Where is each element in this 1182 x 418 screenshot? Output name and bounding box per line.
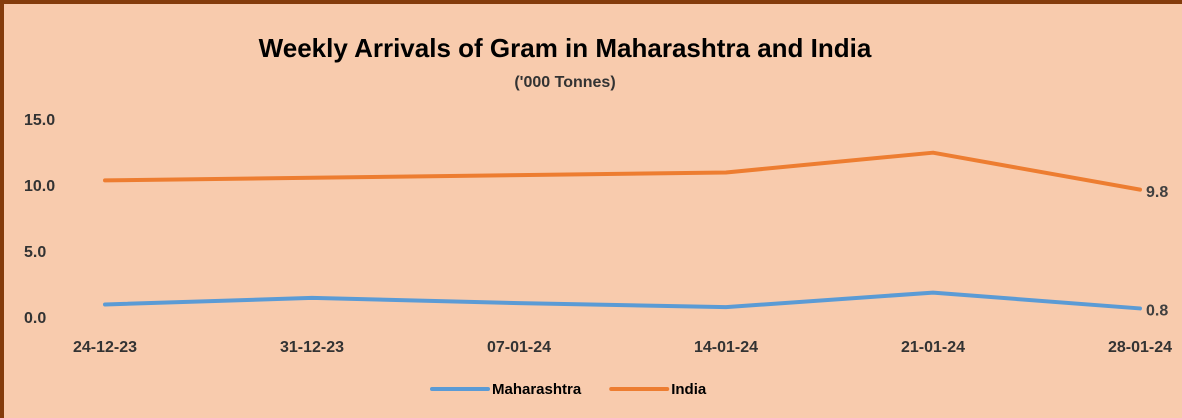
legend-label: Maharashtra: [492, 381, 582, 398]
x-tick-label: 24-12-23: [73, 339, 137, 356]
x-tick-label: 31-12-23: [280, 339, 344, 356]
data-label: 0.8: [1146, 303, 1168, 320]
x-tick-label: 28-01-24: [1108, 339, 1172, 356]
series-line: [103, 150, 1142, 192]
chart-subtitle: ('000 Tonnes): [514, 74, 615, 91]
x-tick-label: 21-01-24: [901, 339, 965, 356]
legend-label: India: [671, 381, 707, 398]
y-tick-label: 5.0: [24, 244, 46, 261]
y-tick-label: 10.0: [24, 178, 55, 195]
chart-title: Weekly Arrivals of Gram in Maharashtra a…: [259, 33, 872, 63]
plot-background: [4, 4, 1182, 418]
y-tick-label: 15.0: [24, 112, 55, 129]
x-tick-label: 14-01-24: [694, 339, 758, 356]
y-tick-label: 0.0: [24, 310, 46, 327]
x-tick-label: 07-01-24: [487, 339, 551, 356]
data-label: 9.8: [1146, 184, 1168, 201]
series-line: [103, 290, 1142, 311]
